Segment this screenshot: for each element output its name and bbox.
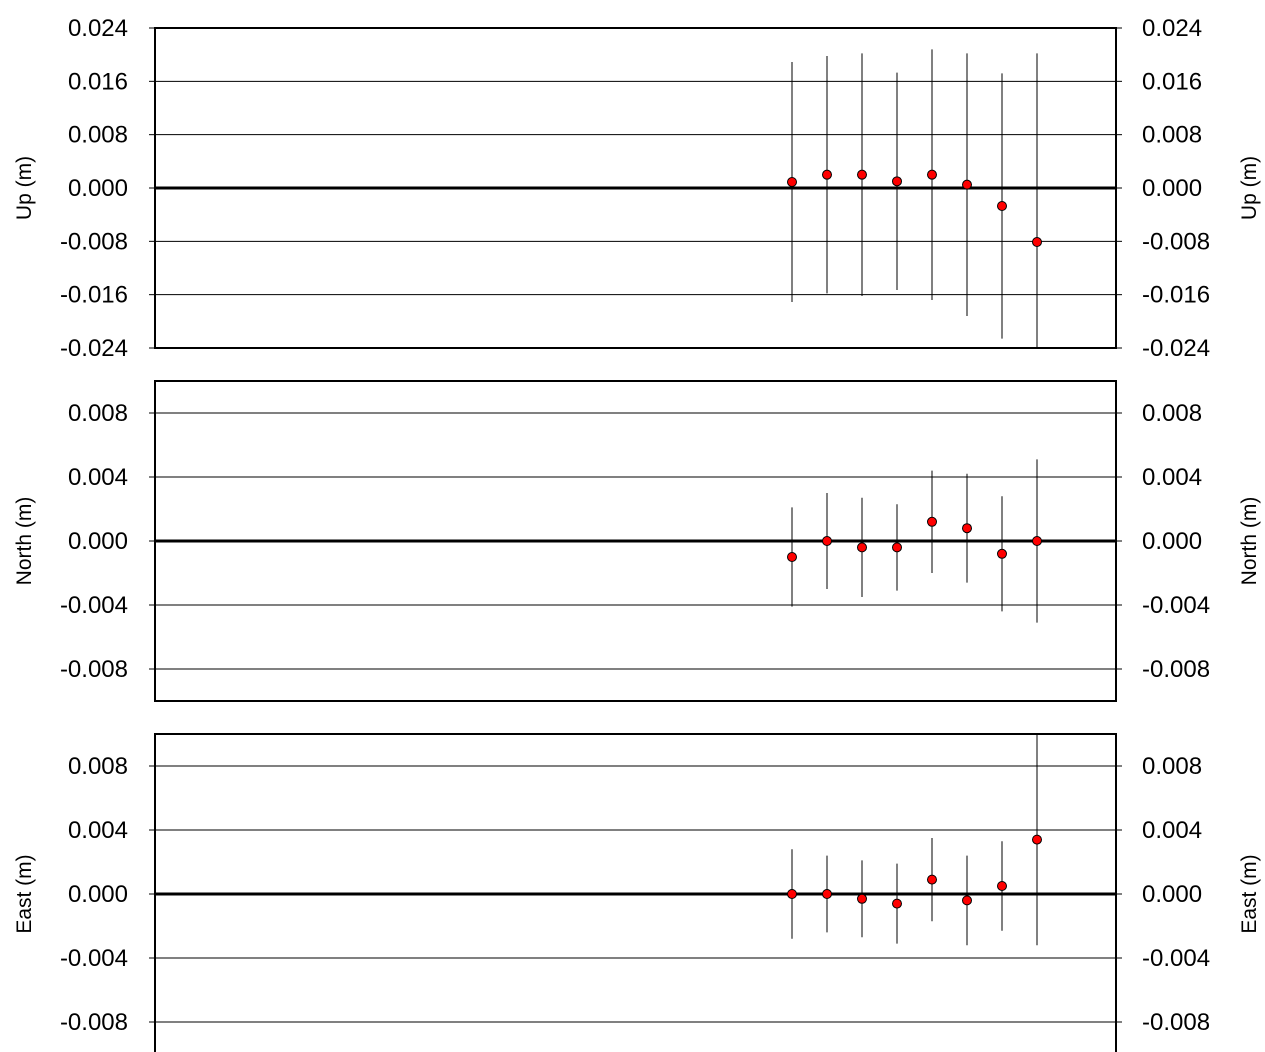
- y-tick-label-right: -0.008: [1142, 656, 1210, 683]
- y-tick-label-right: 0.016: [1142, 68, 1202, 95]
- y-tick-label-left: 0.000: [68, 881, 128, 908]
- data-point: [1032, 536, 1042, 546]
- y-tick-label-left: 0.024: [68, 15, 128, 42]
- up-series: [787, 49, 1042, 348]
- y-tick-label-right: 0.024: [1142, 15, 1202, 42]
- north-plot-frame: [154, 380, 1117, 702]
- y-tick-label-left: 0.008: [68, 753, 128, 780]
- data-point: [787, 177, 797, 187]
- y-tick-label-left: -0.008: [60, 228, 128, 255]
- data-point: [787, 889, 797, 899]
- y-tick-label-left: -0.008: [60, 1009, 128, 1036]
- east-plot-frame: [154, 733, 1117, 1052]
- y-tick-label-right: 0.008: [1142, 753, 1202, 780]
- y-tick-label-left: -0.024: [60, 335, 128, 362]
- data-point: [787, 552, 797, 562]
- y-tick-label-right: 0.000: [1142, 528, 1202, 555]
- y-tick-label-left: 0.000: [68, 175, 128, 202]
- y-axis-title-left: North (m): [13, 497, 36, 586]
- y-axis-title-left: East (m): [13, 854, 36, 933]
- up-plot-frame: [154, 27, 1117, 349]
- y-tick-label-right: -0.004: [1142, 592, 1210, 619]
- y-tick-label-left: 0.008: [68, 400, 128, 427]
- y-tick-label-left: 0.004: [68, 817, 128, 844]
- y-tick-label-right: 0.008: [1142, 122, 1202, 149]
- data-point: [892, 542, 902, 553]
- y-tick-label-left: -0.016: [60, 282, 128, 309]
- data-point: [857, 893, 867, 904]
- data-point: [1032, 237, 1042, 247]
- north-panel: 0.008 0.008 0.004 0.004 0.000 0.000 -0.004 -0.0…: [13, 380, 1261, 702]
- data-point: [857, 169, 867, 180]
- y-tick-label-right: -0.016: [1142, 282, 1210, 309]
- data-point: [892, 176, 902, 187]
- east-series: [787, 734, 1042, 946]
- east-panel: 0.008 0.008 0.004 0.004 0.000 0.000 -0.004 -0.0…: [13, 733, 1261, 1052]
- y-tick-label-right: 0.000: [1142, 881, 1202, 908]
- y-axis-title-left: Up (m): [13, 156, 36, 220]
- y-axis-title-right: East (m): [1238, 854, 1261, 933]
- data-point: [857, 542, 867, 553]
- y-axis-title-right: Up (m): [1238, 156, 1261, 220]
- north-series: [787, 459, 1042, 623]
- y-tick-label-right: 0.000: [1142, 175, 1202, 202]
- y-tick-label-right: 0.008: [1142, 400, 1202, 427]
- y-tick-label-right: -0.008: [1142, 1009, 1210, 1036]
- y-tick-label-right: -0.024: [1142, 335, 1210, 362]
- y-tick-label-right: 0.004: [1142, 464, 1202, 491]
- data-point: [822, 536, 832, 546]
- data-point: [1032, 834, 1042, 845]
- y-tick-label-right: 0.004: [1142, 817, 1202, 844]
- data-point: [962, 179, 972, 190]
- data-point: [997, 201, 1007, 211]
- y-tick-label-left: -0.008: [60, 656, 128, 683]
- data-point: [997, 548, 1007, 559]
- y-tick-label-left: 0.004: [68, 464, 128, 491]
- y-tick-label-left: 0.000: [68, 528, 128, 555]
- y-tick-label-right: -0.008: [1142, 228, 1210, 255]
- data-point: [962, 895, 972, 906]
- data-point: [927, 874, 937, 885]
- y-tick-label-left: 0.016: [68, 68, 128, 95]
- data-point: [822, 889, 832, 899]
- y-tick-label-right: -0.004: [1142, 945, 1210, 972]
- y-tick-label-left: 0.008: [68, 122, 128, 149]
- data-point: [927, 516, 937, 527]
- data-point: [892, 898, 902, 909]
- up-panel: 0.024 0.024 0.016 0.016 0.008 0.008 0.000 0.000…: [13, 15, 1261, 362]
- y-tick-label-left: -0.004: [60, 592, 128, 619]
- data-point: [962, 523, 972, 534]
- data-point: [822, 169, 832, 180]
- data-point: [997, 881, 1007, 891]
- data-point: [927, 169, 937, 180]
- y-tick-label-left: -0.004: [60, 945, 128, 972]
- y-axis-title-right: North (m): [1238, 497, 1261, 586]
